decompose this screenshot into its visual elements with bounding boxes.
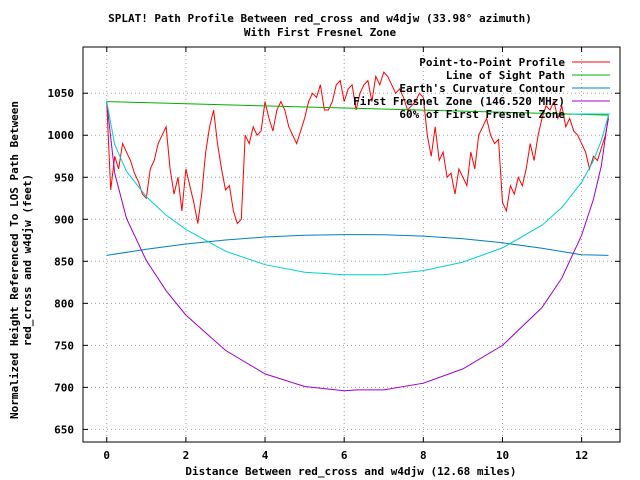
series-line-60-of-first-fresnel-zone [106, 101, 609, 276]
y-axis-label-line-2: red_cross and w4djw (feet) [21, 174, 34, 346]
y-tick-label: 850 [54, 255, 74, 268]
y-tick-label: 800 [54, 297, 74, 310]
y-axis-label-line-1: Normalized Height Referenced To LOS Path… [8, 101, 21, 419]
y-tick-label: 950 [54, 171, 74, 184]
y-axis-label: Normalized Height Referenced To LOS Path… [8, 101, 34, 419]
chart-title: SPLAT! Path Profile Between red_cross an… [108, 12, 532, 25]
grid-lines [83, 47, 620, 442]
legend-label: Line of Sight Path [446, 69, 565, 82]
chart-subtitle: With First Fresnel Zone [244, 26, 397, 39]
series-line-line-of-sight-path [106, 101, 609, 116]
plot-frame [82, 46, 621, 443]
legend-label: 60% of First Fresnel Zone [399, 108, 565, 121]
y-tick-label: 900 [54, 213, 74, 226]
series-line-earth-s-curvature-contour [106, 234, 609, 256]
x-tick-label: 4 [262, 449, 269, 462]
series-line-point-to-point-profile [106, 71, 609, 225]
x-tick-label: 12 [575, 449, 588, 462]
y-tick-label: 1050 [48, 87, 75, 100]
series-lines [106, 71, 609, 392]
axis-ticks: 0 2 4 6 8 10 12 650 700 750 800 850 900 950 1000 1050 [48, 47, 620, 462]
series-line-first-fresnel-zone-146-520-mhz [106, 101, 609, 392]
x-tick-label: 10 [496, 449, 509, 462]
x-axis-label: Distance Between red_cross and w4djw (12… [185, 465, 516, 478]
legend-label: Point-to-Point Profile [419, 56, 565, 69]
y-tick-label: 650 [54, 423, 74, 436]
x-tick-label: 0 [103, 449, 110, 462]
legend-label: Earth's Curvature Contour [399, 82, 565, 95]
y-tick-label: 750 [54, 339, 74, 352]
y-tick-label: 1000 [48, 129, 75, 142]
y-tick-label: 700 [54, 381, 74, 394]
x-tick-label: 6 [341, 449, 348, 462]
legend-label: First Fresnel Zone (146.520 MHz) [353, 95, 565, 108]
x-tick-label: 8 [420, 449, 427, 462]
x-tick-label: 2 [183, 449, 190, 462]
